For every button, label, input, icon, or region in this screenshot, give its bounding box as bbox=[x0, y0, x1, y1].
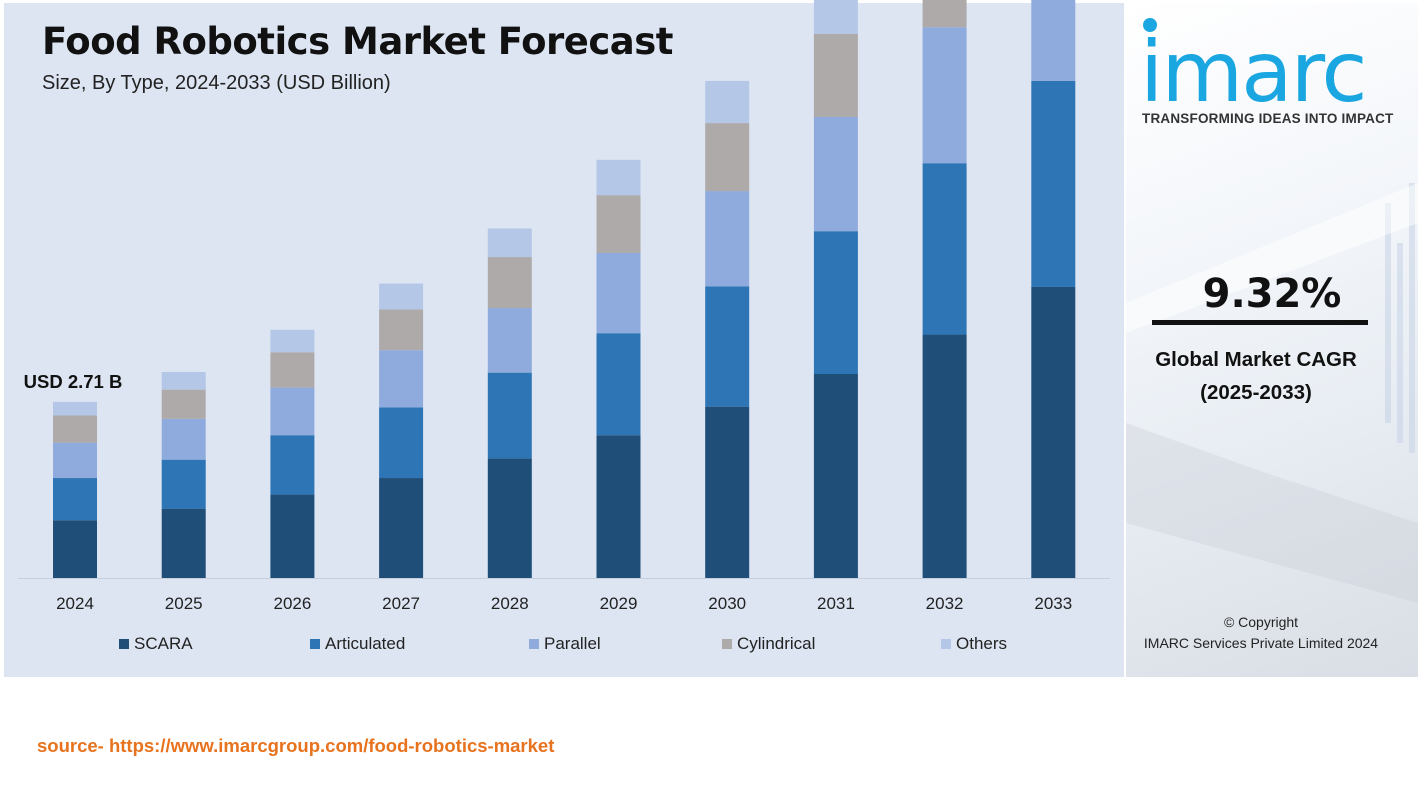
x-tick-label-2028: 2028 bbox=[491, 594, 529, 613]
bar-segment-cylindrical-2027 bbox=[379, 309, 424, 351]
bar-segment-articulated-2031 bbox=[813, 231, 858, 374]
x-tick-label-2031: 2031 bbox=[817, 594, 855, 613]
bar-segment-parallel-2031 bbox=[813, 116, 858, 232]
copyright-line1: © Copyright bbox=[1223, 614, 1299, 630]
bar-segment-articulated-2025 bbox=[161, 459, 206, 509]
bar-segment-parallel-2032 bbox=[922, 27, 967, 164]
bar-segment-parallel-2033 bbox=[1031, 0, 1076, 81]
chart-title: Food Robotics Market Forecast bbox=[42, 20, 673, 63]
bar-segment-parallel-2025 bbox=[161, 418, 206, 460]
copyright: © Copyright IMARC Services Private Limit… bbox=[1126, 612, 1396, 654]
bar-segment-others-2026 bbox=[270, 329, 315, 353]
bar-segment-articulated-2032 bbox=[922, 163, 967, 335]
stacked-bar-chart: 2024 2025 2026 2027 2028 2029 2030 2031 2032 2033… bbox=[18, 0, 1110, 653]
chart-subtitle: Size, By Type, 2024-2033 (USD Billion) bbox=[42, 72, 391, 94]
cagr-label: Global Market CAGR (2025-2033) bbox=[1126, 343, 1386, 409]
bar-segment-articulated-2026 bbox=[270, 435, 315, 495]
cagr-label-line1: Global Market CAGR bbox=[1155, 348, 1357, 371]
bar-segment-articulated-2030 bbox=[705, 286, 750, 407]
bar-segment-scara-2026 bbox=[270, 494, 315, 578]
x-tick-label-2027: 2027 bbox=[382, 594, 420, 613]
bar-segment-cylindrical-2030 bbox=[705, 123, 750, 192]
x-tick-label-2032: 2032 bbox=[926, 594, 964, 613]
x-tick-label-2024: 2024 bbox=[56, 594, 94, 613]
bar-segment-scara-2033 bbox=[1031, 286, 1076, 578]
legend-label-scara: SCARA bbox=[134, 634, 193, 653]
x-tick-label-2030: 2030 bbox=[708, 594, 746, 613]
cagr-value: 9.32% bbox=[1202, 271, 1342, 317]
bar-segment-scara-2031 bbox=[813, 374, 858, 578]
bar-segment-scara-2024 bbox=[53, 520, 97, 578]
x-tick-label-2033: 2033 bbox=[1034, 594, 1072, 613]
legend-swatch-parallel bbox=[529, 639, 539, 649]
bar-segment-cylindrical-2031 bbox=[813, 34, 858, 117]
logo-text: imarc bbox=[1140, 23, 1368, 121]
bar-segment-others-2028 bbox=[487, 228, 532, 258]
bar-segment-others-2030 bbox=[705, 80, 750, 124]
legend-swatch-others bbox=[941, 639, 951, 649]
bar-segment-others-2027 bbox=[379, 283, 424, 310]
bar-segment-others-2031 bbox=[813, 0, 858, 34]
bar-segment-cylindrical-2029 bbox=[596, 195, 641, 253]
bar-segment-parallel-2028 bbox=[487, 308, 532, 373]
bar-segment-scara-2028 bbox=[487, 458, 532, 578]
bar-segment-parallel-2029 bbox=[596, 252, 641, 334]
legend-swatch-scara bbox=[119, 639, 129, 649]
bar-segment-articulated-2028 bbox=[487, 372, 532, 459]
x-tick-label-2026: 2026 bbox=[273, 594, 311, 613]
bar-segment-articulated-2027 bbox=[379, 407, 424, 479]
legend-label-others: Others bbox=[956, 634, 1007, 653]
value-label-2024: USD 2.71 B bbox=[24, 371, 123, 392]
copyright-line2: IMARC Services Private Limited 2024 bbox=[1143, 635, 1379, 651]
bar-segment-cylindrical-2032 bbox=[922, 0, 967, 28]
bar-segment-others-2024 bbox=[53, 401, 97, 416]
bar-segment-cylindrical-2028 bbox=[487, 257, 532, 309]
x-tick-label-2029: 2029 bbox=[600, 594, 638, 613]
background-chart-decoration bbox=[1126, 183, 1418, 603]
legend-swatch-articulated bbox=[310, 639, 320, 649]
source-link[interactable]: source- https://www.imarcgroup.com/food-… bbox=[37, 735, 555, 756]
logo-tagline: TRANSFORMING IDEAS INTO IMPACT bbox=[1142, 111, 1394, 126]
bar-segment-parallel-2027 bbox=[379, 350, 424, 408]
legend-swatch-cylindrical bbox=[722, 639, 732, 649]
bar-segment-parallel-2026 bbox=[270, 387, 315, 436]
side-panel: imarc TRANSFORMING IDEAS INTO IMPACT 9.3… bbox=[1126, 3, 1418, 677]
cagr-divider bbox=[1152, 320, 1368, 325]
bar-segment-others-2029 bbox=[596, 159, 641, 196]
bar-segment-cylindrical-2024 bbox=[53, 415, 97, 443]
bar-segment-cylindrical-2025 bbox=[161, 389, 206, 419]
x-tick-label-2025: 2025 bbox=[165, 594, 203, 613]
bar-segment-articulated-2033 bbox=[1031, 80, 1076, 287]
bar-segment-others-2025 bbox=[161, 371, 206, 390]
legend-label-articulated: Articulated bbox=[325, 634, 405, 653]
bar-segment-scara-2027 bbox=[379, 478, 424, 578]
bar-segment-scara-2030 bbox=[705, 406, 750, 578]
bar-segment-parallel-2030 bbox=[705, 191, 750, 287]
bar-segment-articulated-2029 bbox=[596, 333, 641, 436]
bar-segment-scara-2032 bbox=[922, 334, 967, 578]
legend-label-cylindrical: Cylindrical bbox=[737, 634, 815, 653]
cagr-label-line2: (2025-2033) bbox=[1200, 381, 1312, 404]
bar-segment-scara-2029 bbox=[596, 435, 641, 578]
bar-segment-cylindrical-2026 bbox=[270, 352, 315, 388]
bar-segment-articulated-2024 bbox=[53, 478, 97, 521]
legend-label-parallel: Parallel bbox=[544, 634, 601, 653]
bar-segment-scara-2025 bbox=[161, 508, 206, 578]
bar-segment-parallel-2024 bbox=[53, 442, 97, 479]
logo-dot-icon bbox=[1143, 18, 1157, 32]
